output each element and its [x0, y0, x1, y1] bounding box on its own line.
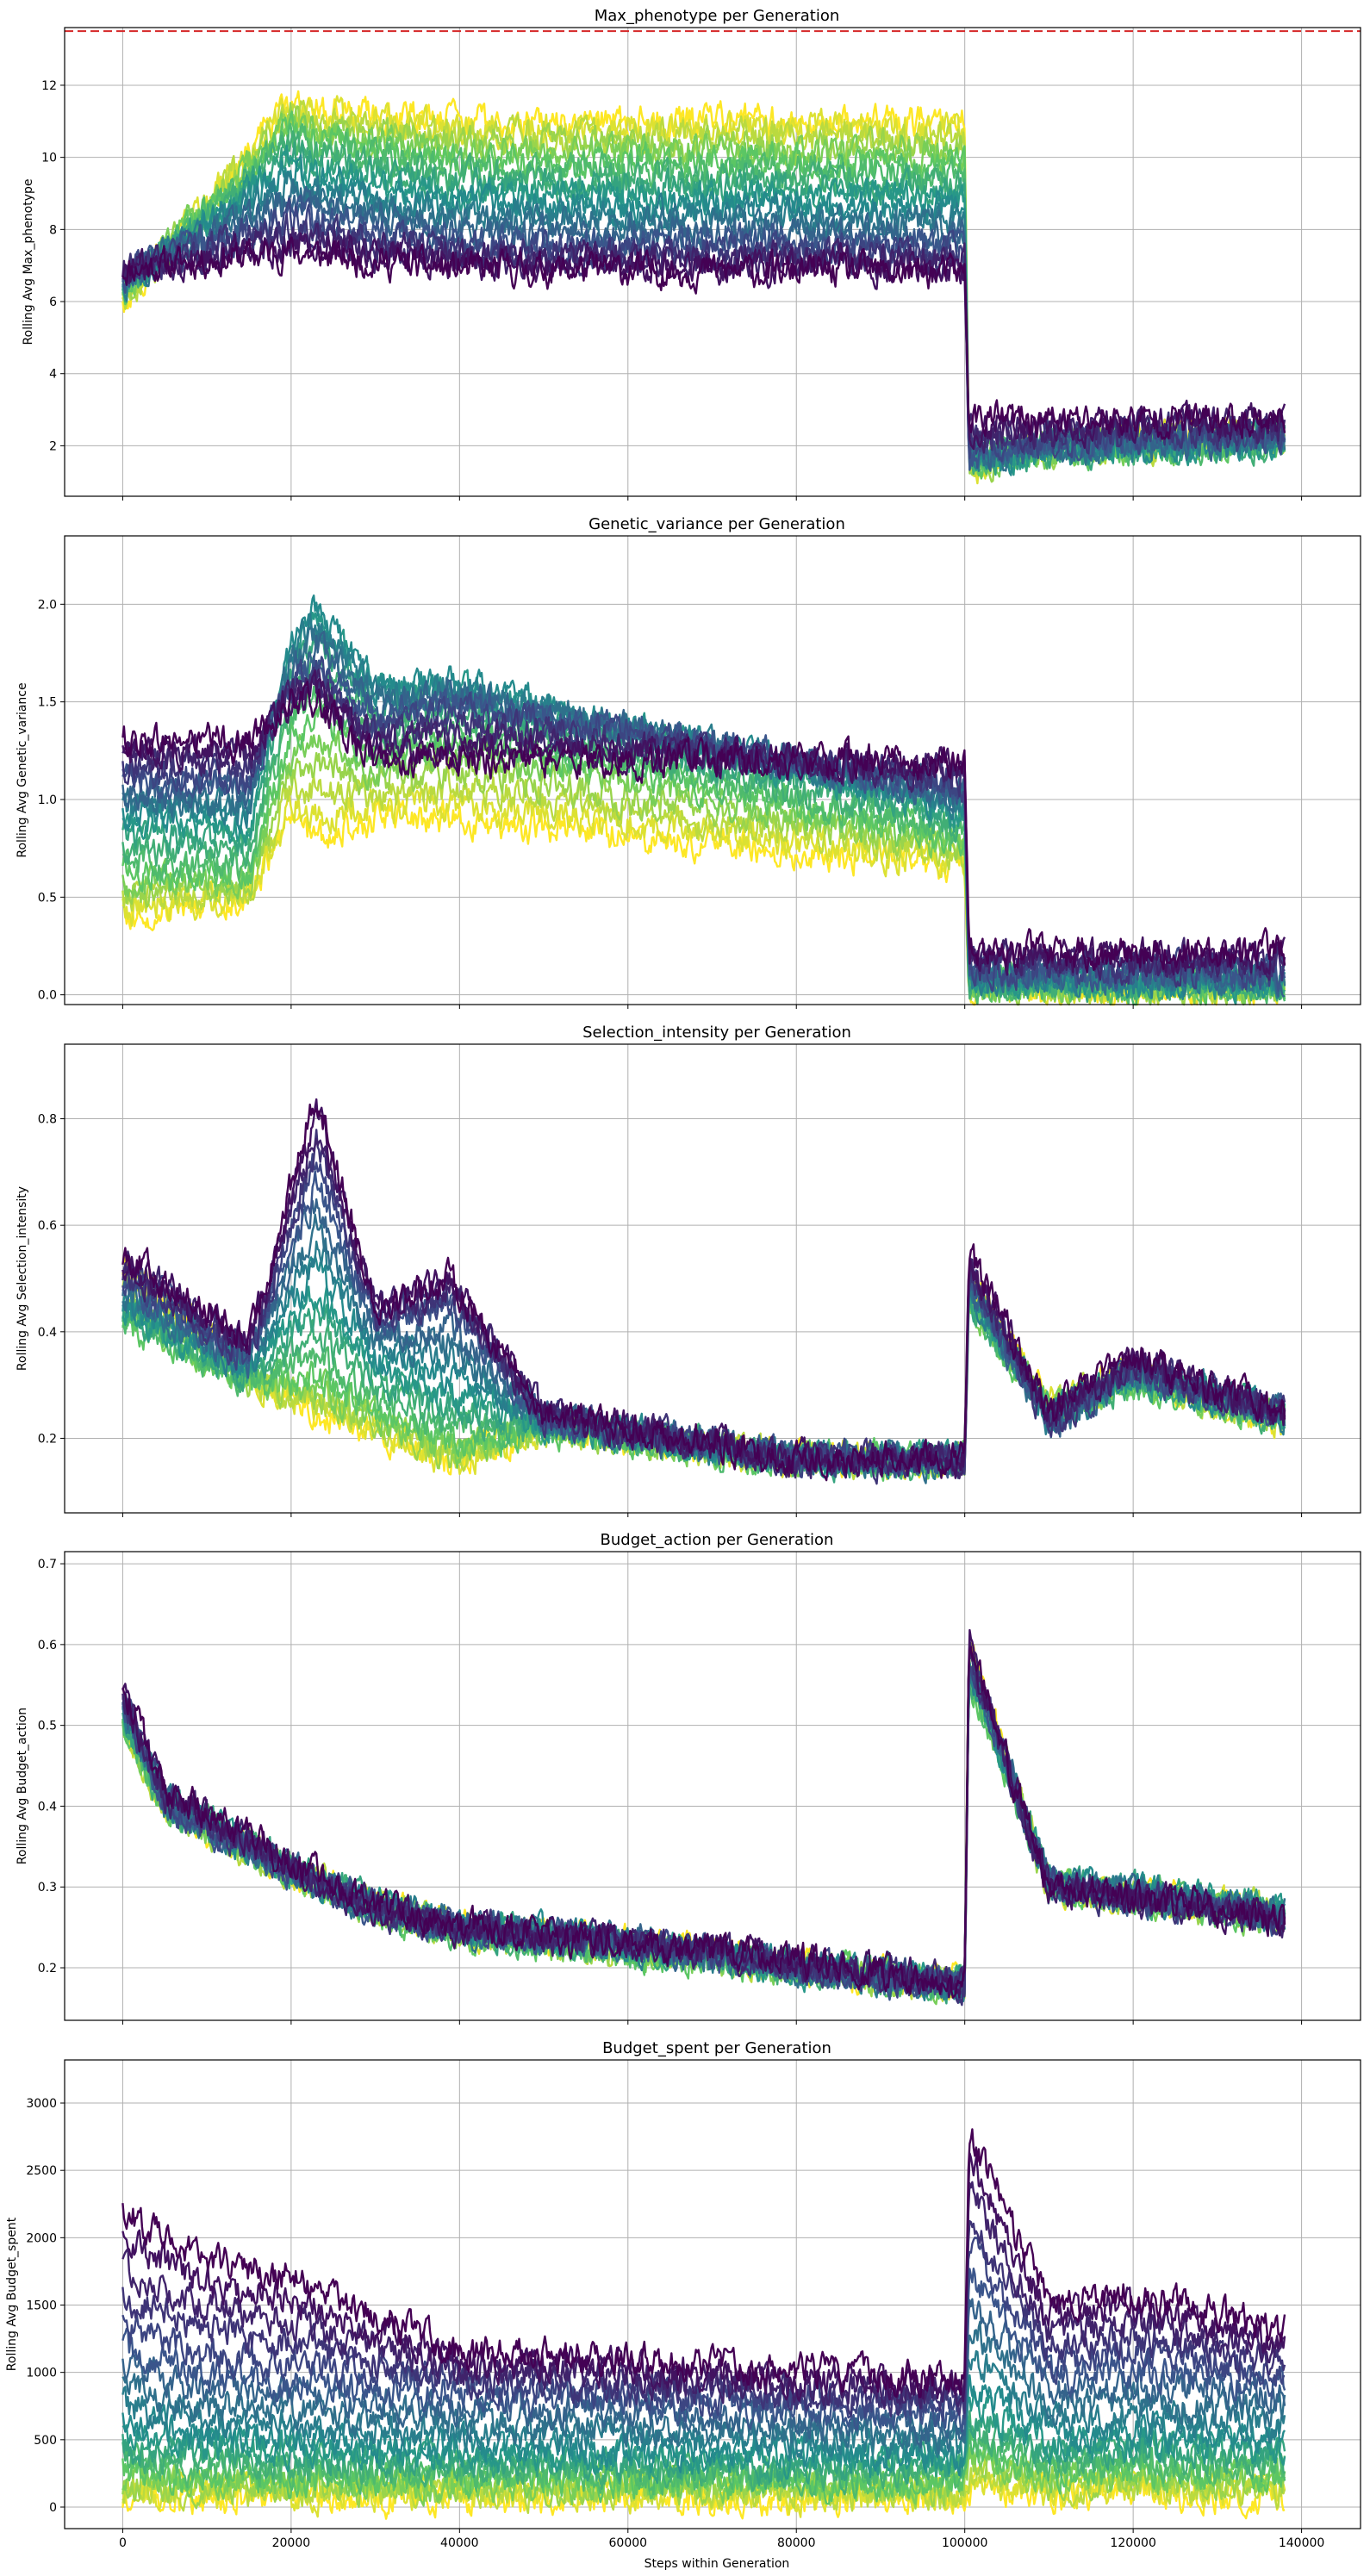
tick-marks: 0.2 0.4 0.6 0.8 [38, 1113, 1303, 1517]
y-tick-label: 0.6 [38, 1639, 57, 1652]
y-axis-label: Rolling Avg Budget_action [16, 1708, 29, 1864]
tick-marks: 2 4 6 8 10 12 [41, 79, 1303, 501]
axes-frame [64, 2059, 1361, 2529]
y-tick-label: 0.5 [38, 891, 57, 905]
y-tick-label: 8 [49, 223, 57, 237]
y-tick-label: 0.2 [38, 1432, 57, 1446]
panel-budget-action: Budget_action per Generation 0.20.30.40.… [16, 1531, 1361, 2025]
series-line [121, 232, 1286, 451]
y-tick-label: 0.2 [38, 1962, 57, 1976]
series-line [121, 236, 1286, 440]
y-tick-label: 0.8 [38, 1113, 57, 1127]
y-tick-label: 1.0 [38, 793, 57, 807]
x-tick-label: 140000 [1279, 2536, 1324, 2550]
axes-frame [64, 27, 1361, 497]
series-line [121, 681, 1286, 974]
axes-frame [64, 1043, 1361, 1514]
y-tick-label: 500 [34, 2434, 57, 2448]
panel-title: Genetic_variance per Generation [588, 515, 845, 533]
panel-max-phenotype: Max_phenotype per Generation 2 4 6 8 10 12 Ro… [22, 7, 1361, 501]
series-line [121, 1129, 1286, 1485]
panel-genetic-variance: Genetic_variance per Generation 0.0 0.5 1.… [16, 515, 1361, 1009]
y-tick-label: 2000 [26, 2231, 57, 2245]
y-tick-label: 0.4 [38, 1800, 57, 1814]
y-tick-label: 0.0 [38, 989, 57, 1003]
y-tick-label: 0.4 [38, 1326, 57, 1340]
x-tick-label: 20000 [272, 2536, 311, 2550]
tick-marks: 0 20000 40000 60000 80000 100000 120000 140000 0… [26, 2097, 1324, 2550]
tick-marks: 0.0 0.5 1.0 1.5 2.0 [38, 598, 1303, 1009]
series-line [122, 185, 1286, 472]
series-lines [121, 594, 1286, 1006]
y-tick-label: 2500 [26, 2164, 57, 2178]
x-tick-label: 100000 [942, 2536, 987, 2550]
y-tick-label: 1500 [26, 2299, 57, 2313]
y-tick-label: 0.3 [38, 1881, 57, 1895]
y-tick-label: 10 [41, 152, 57, 165]
panel-selection-intensity: Selection_intensity per Generation 0.20.… [16, 1024, 1361, 1517]
series-line [121, 2128, 1286, 2399]
x-tick-label: 120000 [1110, 2536, 1155, 2550]
y-tick-label: 0.5 [38, 1720, 57, 1733]
series-line [121, 1103, 1286, 1482]
series-lines [121, 2128, 1286, 2520]
y-tick-label: 0 [49, 2501, 57, 2515]
series-line [121, 2298, 1286, 2448]
series-line [121, 213, 1286, 455]
series-line [121, 1646, 1286, 1999]
series-lines [121, 1628, 1286, 2007]
panel-budget-spent: Budget_spent per Generation 0 20000 40000 6… [5, 2039, 1361, 2571]
y-tick-label: 3000 [26, 2097, 57, 2111]
y-tick-label: 2.0 [38, 598, 57, 612]
y-tick-label: 12 [41, 79, 57, 93]
series-line [121, 765, 1286, 1006]
series-line [121, 2237, 1286, 2423]
series-line [121, 2391, 1286, 2480]
y-tick-label: 0.7 [38, 1558, 57, 1571]
panel-title: Budget_spent per Generation [602, 2039, 831, 2057]
x-axis-label: Steps within Generation [645, 2557, 790, 2571]
y-axis-label: Rolling Avg Budget_spent [5, 2217, 19, 2371]
x-tick-label: 0 [119, 2536, 127, 2550]
y-tick-label: 2 [49, 439, 57, 453]
x-tick-label: 80000 [777, 2536, 816, 2550]
y-tick-label: 6 [49, 296, 57, 309]
tick-marks: 0.2 0.3 0.4 0.5 0.6 0.7 [38, 1558, 1303, 2025]
x-tick-label: 40000 [440, 2536, 479, 2550]
y-axis-label: Rolling Avg Selection_intensity [16, 1186, 29, 1371]
panel-title: Max_phenotype per Generation [595, 7, 840, 25]
panel-title: Budget_action per Generation [601, 1531, 834, 1549]
axes-frame [64, 1551, 1361, 2021]
y-tick-label: 4 [49, 368, 57, 382]
y-tick-label: 1.5 [38, 696, 57, 710]
y-axis-label: Rolling Avg Genetic_variance [16, 682, 29, 857]
panel-title: Selection_intensity per Generation [582, 1024, 851, 1042]
y-tick-label: 1000 [26, 2367, 57, 2380]
series-line [121, 2152, 1286, 2403]
y-tick-label: 0.6 [38, 1219, 57, 1233]
series-lines [121, 1098, 1286, 1485]
x-tick-label: 60000 [609, 2536, 648, 2550]
axes-frame [64, 535, 1361, 1005]
y-axis-label: Rolling Avg Max_phenotype [22, 179, 35, 345]
series-lines [121, 90, 1286, 485]
